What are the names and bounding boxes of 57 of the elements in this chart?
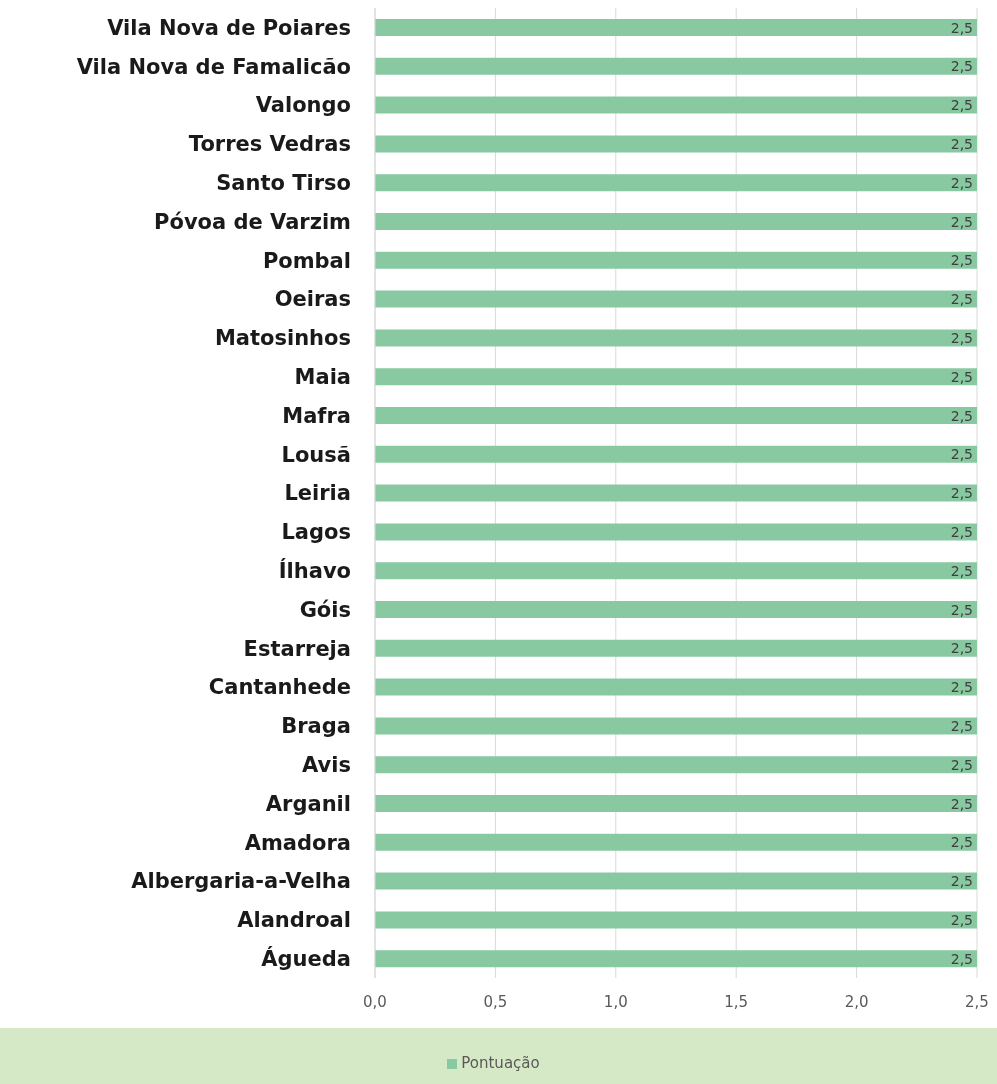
y-tick-label: Avis — [302, 753, 351, 778]
data-label: 2,5 — [950, 523, 973, 540]
y-tick-label: Góis — [299, 597, 351, 622]
data-label: 2,5 — [950, 446, 973, 463]
y-tick-label: Amadora — [244, 830, 351, 855]
data-label: 2,5 — [950, 135, 973, 152]
data-label: 2,5 — [950, 485, 973, 502]
data-label: 2,5 — [950, 174, 973, 191]
y-tick-label: Póvoa de Varzim — [154, 209, 351, 234]
data-label: 2,5 — [950, 601, 973, 618]
y-tick-label: Pombal — [262, 248, 351, 273]
legend-label: Pontuação — [461, 1054, 540, 1072]
x-tick-label: 2,0 — [844, 992, 869, 1011]
y-tick-label: Valongo — [255, 93, 351, 118]
y-tick-label: Torres Vedras — [188, 132, 351, 157]
data-label: 2,5 — [950, 911, 973, 928]
y-tick-label: Maia — [294, 365, 351, 390]
data-label: 2,5 — [950, 19, 973, 36]
y-tick-label: Oeiras — [274, 287, 351, 312]
y-tick-label: Vila Nova de Poiares — [107, 15, 351, 40]
y-tick-label: Arganil — [265, 791, 351, 816]
data-label: 2,5 — [950, 679, 973, 696]
data-label: 2,5 — [950, 329, 973, 346]
data-label: 2,5 — [950, 834, 973, 851]
data-label: 2,5 — [950, 756, 973, 773]
y-tick-label: Vila Nova de Famalicão — [76, 54, 351, 79]
y-tick-label: Braga — [281, 714, 351, 739]
y-tick-label: Matosinhos — [214, 326, 351, 351]
data-label: 2,5 — [950, 640, 973, 657]
x-tick-label: 0,5 — [483, 992, 508, 1011]
y-tick-label: Leiria — [284, 481, 351, 506]
x-tick-label: 1,5 — [724, 992, 749, 1011]
data-label: 2,5 — [950, 717, 973, 734]
data-label: 2,5 — [950, 97, 973, 114]
data-label: 2,5 — [950, 368, 973, 385]
y-tick-label: Estarreja — [243, 636, 351, 661]
y-tick-label: Lagos — [281, 520, 351, 545]
data-label: 2,5 — [950, 950, 973, 967]
y-tick-label: Mafra — [282, 403, 351, 428]
y-tick-label: Lousã — [281, 442, 351, 467]
data-label: 2,5 — [950, 252, 973, 269]
data-label: 2,5 — [950, 58, 973, 75]
y-tick-label: Águeda — [261, 946, 351, 972]
y-tick-label: Cantanhede — [208, 675, 351, 700]
data-label: 2,5 — [950, 873, 973, 890]
data-label: 2,5 — [950, 795, 973, 812]
y-tick-label: Santo Tirso — [216, 171, 351, 196]
x-tick-label: 1,0 — [603, 992, 628, 1011]
y-tick-label: Ílhavo — [278, 558, 351, 584]
data-label: 2,5 — [950, 407, 973, 424]
y-tick-label: Alandroal — [237, 908, 351, 933]
data-label: 2,5 — [950, 213, 973, 230]
x-tick-label: 2,5 — [965, 992, 989, 1011]
data-label: 2,5 — [950, 562, 973, 579]
x-tick-label: 0,0 — [363, 992, 387, 1011]
data-label: 2,5 — [950, 291, 973, 308]
y-tick-label: Albergaria-a-Velha — [131, 869, 351, 894]
